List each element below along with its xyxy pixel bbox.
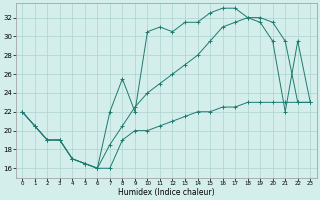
X-axis label: Humidex (Indice chaleur): Humidex (Indice chaleur) [118, 188, 214, 197]
